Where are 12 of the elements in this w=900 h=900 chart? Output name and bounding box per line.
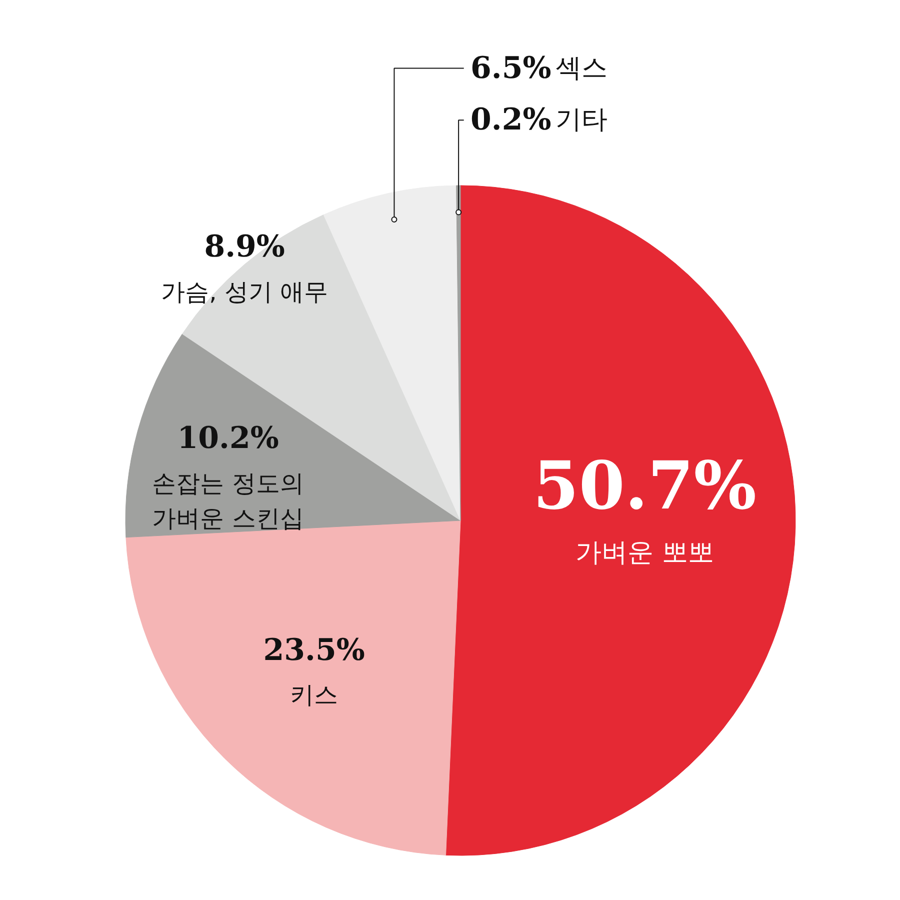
data-label: 50.7%	[532, 446, 756, 525]
slice-label: 손잡는 정도의 가벼운 스킨십	[152, 470, 304, 533]
slice-label: 가슴, 성기 애무	[161, 278, 328, 306]
data-label: 0.2%	[470, 102, 552, 138]
data-label: 6.5%	[470, 50, 552, 86]
slice-label: 가벼운 뽀뽀	[576, 538, 714, 568]
slice-label: 섹스	[556, 53, 608, 84]
data-label: 10.2%	[177, 421, 279, 456]
data-label: 23.5%	[263, 632, 365, 668]
data-label: 8.9%	[204, 229, 285, 264]
slice-label: 기타	[556, 105, 608, 136]
slice-label: 키스	[290, 681, 338, 710]
